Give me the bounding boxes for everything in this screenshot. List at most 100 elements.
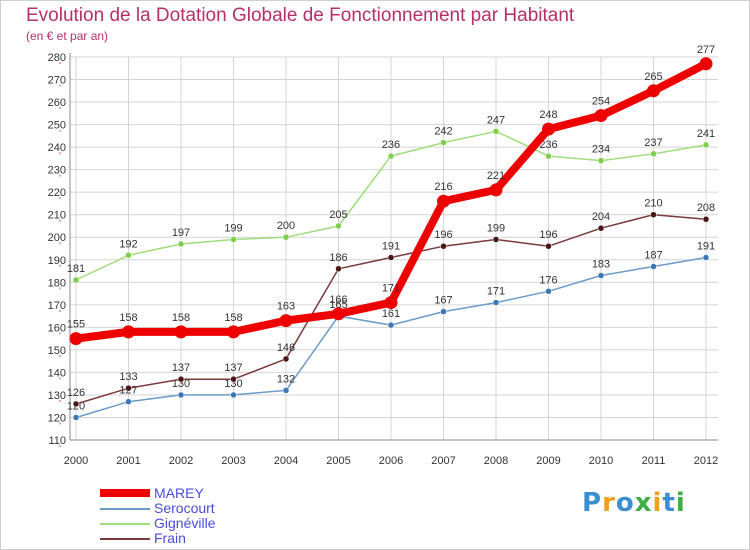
data-point-frain <box>597 224 605 232</box>
x-tick-label: 2006 <box>379 455 403 467</box>
x-tick-label: 2009 <box>536 455 560 467</box>
data-label-frain: 186 <box>329 252 347 264</box>
data-point-gigneville <box>335 222 342 230</box>
data-label-frain: 137 <box>224 362 242 374</box>
data-label-serocourt: 167 <box>434 295 452 307</box>
data-label-marey: 163 <box>277 301 295 313</box>
data-point-gigneville <box>282 233 290 241</box>
data-point-serocourt <box>72 414 80 421</box>
y-tick-label: 170 <box>48 300 66 312</box>
proxiti-logo: Proxiti <box>582 488 686 518</box>
data-label-serocourt: 176 <box>539 274 557 286</box>
data-label-gigneville: 205 <box>329 209 347 221</box>
data-point-marey <box>279 314 293 328</box>
data-label-marey: 248 <box>539 109 557 121</box>
y-tick-label: 150 <box>48 345 66 357</box>
data-point-frain <box>335 265 342 273</box>
data-label-serocourt: 171 <box>487 286 505 298</box>
data-point-frain <box>545 242 552 250</box>
data-point-serocourt <box>702 254 710 261</box>
data-point-gigneville <box>702 141 710 149</box>
data-point-marey <box>69 332 83 346</box>
legend-label-gigneville: Gignéville <box>154 515 216 531</box>
data-point-marey <box>384 296 398 310</box>
data-label-marey: 166 <box>329 294 347 306</box>
x-tick-label: 2012 <box>694 455 718 467</box>
y-tick-label: 110 <box>48 435 66 447</box>
data-point-marey <box>122 325 135 339</box>
data-point-serocourt <box>545 288 552 295</box>
data-point-marey <box>489 183 503 197</box>
data-point-serocourt <box>650 263 657 270</box>
x-tick-label: 2011 <box>642 455 666 467</box>
data-label-frain: 126 <box>67 387 85 399</box>
data-label-gigneville: 192 <box>119 238 137 250</box>
data-label-gigneville: 234 <box>592 144 610 156</box>
data-point-frain <box>125 384 132 392</box>
data-point-frain <box>282 355 290 363</box>
data-point-serocourt <box>440 308 447 315</box>
y-tick-label: 260 <box>48 97 66 109</box>
x-tick-label: 2007 <box>431 455 455 467</box>
y-tick-label: 200 <box>48 232 66 244</box>
data-label-serocourt: 161 <box>382 308 400 320</box>
x-tick-label: 2004 <box>274 455 298 467</box>
data-point-frain <box>650 211 657 218</box>
data-label-marey: 277 <box>697 44 715 56</box>
legend-label-frain: Frain <box>154 530 186 546</box>
data-label-frain: 196 <box>434 229 452 241</box>
x-tick-label: 2002 <box>169 455 193 467</box>
data-point-gigneville <box>650 150 657 158</box>
y-tick-label: 180 <box>48 277 66 289</box>
data-point-gigneville <box>597 157 605 164</box>
data-label-marey: 221 <box>487 170 505 182</box>
data-point-serocourt <box>282 387 290 394</box>
data-label-serocourt: 132 <box>277 373 295 385</box>
y-tick-label: 230 <box>48 165 66 177</box>
data-label-serocourt: 130 <box>172 378 190 390</box>
y-tick-label: 210 <box>48 210 66 222</box>
data-point-gigneville <box>230 236 237 243</box>
data-label-frain: 191 <box>382 241 400 253</box>
data-label-marey: 158 <box>172 312 190 324</box>
data-point-frain <box>702 215 710 223</box>
legend-swatch-frain <box>100 538 150 540</box>
data-label-marey: 158 <box>119 312 137 324</box>
data-label-serocourt: 187 <box>644 250 662 262</box>
data-label-serocourt: 191 <box>697 241 715 253</box>
data-label-gigneville: 247 <box>487 114 505 126</box>
data-point-marey <box>594 109 608 123</box>
data-label-marey: 155 <box>67 319 85 331</box>
data-label-frain: 199 <box>487 222 505 234</box>
data-point-serocourt <box>492 299 500 306</box>
data-label-gigneville: 200 <box>277 220 295 232</box>
data-label-gigneville: 197 <box>172 227 190 239</box>
data-point-marey <box>437 194 450 208</box>
data-label-serocourt: 165 <box>329 299 347 311</box>
x-tick-label: 2008 <box>484 455 508 467</box>
data-point-serocourt <box>125 398 132 405</box>
x-tick-label: 2005 <box>326 455 350 467</box>
data-point-gigneville <box>177 240 185 248</box>
data-point-marey <box>227 325 240 339</box>
y-tick-label: 160 <box>48 322 66 334</box>
data-point-frain <box>492 236 500 243</box>
data-label-gigneville: 237 <box>644 137 662 149</box>
line-chart: 110 120 130 140 150 160 170 180 190 200 210 220 230 2… <box>48 44 719 467</box>
data-point-marey <box>332 307 345 321</box>
chart-subtitle: (en € et par an) <box>26 29 109 43</box>
data-point-marey <box>542 122 555 136</box>
y-tick-label: 220 <box>48 187 66 199</box>
data-point-gigneville <box>440 139 447 146</box>
data-label-frain: 210 <box>644 198 662 210</box>
data-label-gigneville: 181 <box>67 263 85 275</box>
data-point-gigneville <box>125 252 132 259</box>
y-tick-label: 130 <box>48 390 66 402</box>
data-point-serocourt <box>597 272 605 279</box>
y-tick-label: 280 <box>48 52 66 64</box>
data-point-frain <box>440 242 447 250</box>
data-point-gigneville <box>387 152 395 160</box>
y-tick-label: 120 <box>48 412 66 424</box>
legend-swatch-gigneville <box>100 523 150 525</box>
data-point-frain <box>230 375 237 383</box>
